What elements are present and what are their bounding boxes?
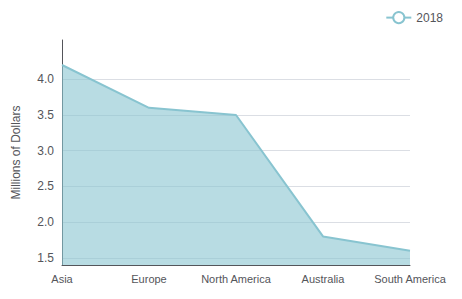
svg-text:Australia: Australia [302,273,346,285]
svg-text:2.0: 2.0 [37,215,54,229]
svg-text:1.5: 1.5 [37,251,54,265]
svg-text:Asia: Asia [51,273,73,285]
svg-text:3.0: 3.0 [37,144,54,158]
svg-text:South America: South America [374,273,446,285]
svg-text:North America: North America [201,273,272,285]
svg-text:3.5: 3.5 [37,108,54,122]
svg-text:4.0: 4.0 [37,72,54,86]
svg-text:2018: 2018 [416,11,443,25]
svg-text:Millions of Dollars: Millions of Dollars [9,105,23,199]
svg-text:2.5: 2.5 [37,179,54,193]
svg-text:Europe: Europe [131,273,166,285]
